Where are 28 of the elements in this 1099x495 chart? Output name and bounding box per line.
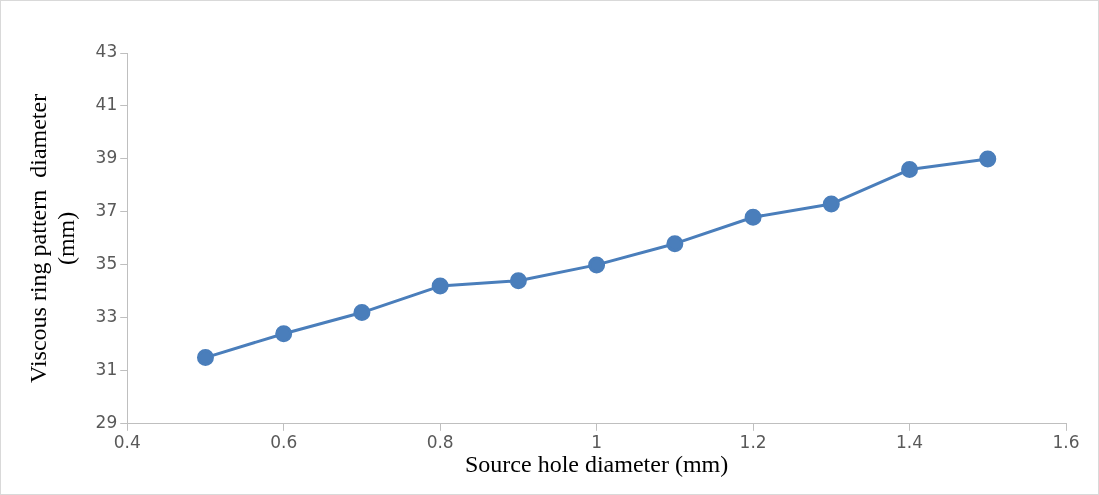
y-tick-label: 39	[95, 147, 118, 168]
x-tick-label: 1.2	[739, 432, 767, 453]
x-tick-label: 1.6	[1052, 432, 1080, 453]
point	[666, 235, 684, 253]
y-tick-label: 41	[95, 94, 118, 115]
y-tick-label: 43	[95, 41, 118, 62]
point	[588, 256, 606, 274]
y-tick-label: 31	[95, 359, 118, 380]
y-tick-label: 29	[95, 412, 118, 433]
point	[901, 161, 919, 179]
x-tick-label: 0.6	[270, 432, 298, 453]
point	[275, 325, 293, 343]
y-tick-label: 35	[95, 253, 118, 274]
point	[979, 150, 997, 168]
point	[196, 349, 214, 367]
point	[822, 195, 840, 213]
x-tick-label: 1.4	[896, 432, 924, 453]
x-tick-label: 0.4	[113, 432, 141, 453]
y-tick-label: 37	[95, 200, 118, 221]
x-tick-label: 0.8	[426, 432, 454, 453]
point	[744, 208, 762, 226]
x-tick-label: 1	[591, 432, 603, 453]
y-tick-label: 33	[95, 306, 118, 327]
point	[353, 304, 371, 322]
point	[509, 272, 527, 290]
x-axis-title: Source hole diameter (mm)	[464, 450, 729, 477]
point	[431, 277, 449, 295]
y-axis-title: Viscous ring pattern diameter (mm)	[24, 93, 80, 383]
